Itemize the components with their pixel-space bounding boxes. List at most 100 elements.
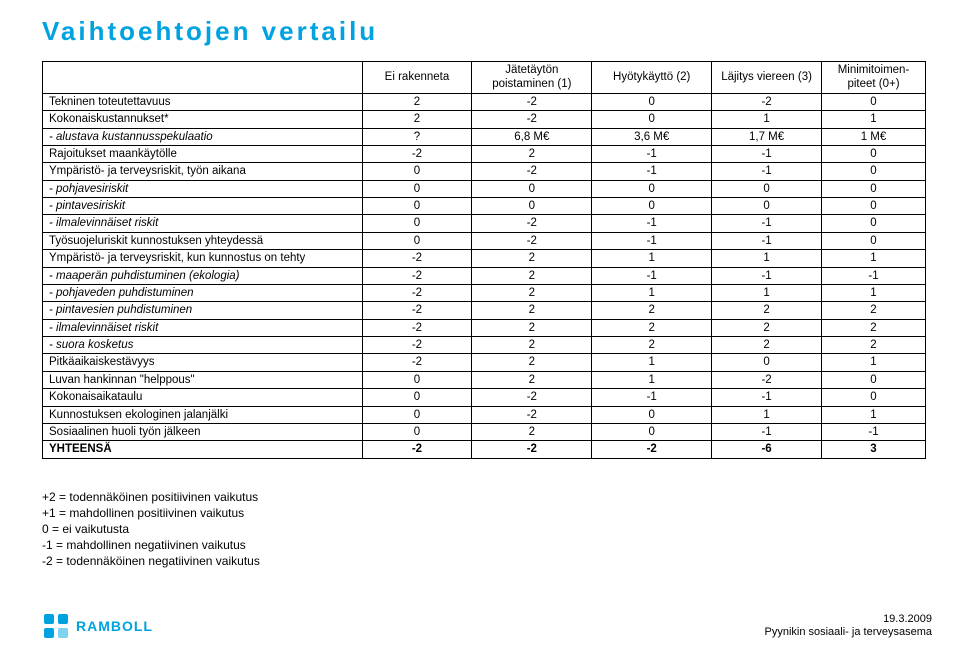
- cell: 1: [592, 371, 712, 388]
- row-label: Pitkäaikaiskestävyys: [43, 354, 363, 371]
- cell: 1: [592, 250, 712, 267]
- col-1: Ei rakenneta: [362, 62, 472, 94]
- cell: 0: [822, 145, 926, 162]
- page-title: Vaihtoehtojen vertailu: [42, 16, 932, 47]
- cell: 2: [592, 319, 712, 336]
- legend-line: 0 = ei vaikutusta: [42, 521, 932, 537]
- cell: -2: [712, 371, 822, 388]
- row-label: - pintavesiriskit: [43, 198, 363, 215]
- table-row: Työsuojeluriskit kunnostuksen yhteydessä…: [43, 232, 926, 249]
- cell: 1: [592, 284, 712, 301]
- row-label: Kunnostuksen ekologinen jalanjälki: [43, 406, 363, 423]
- logo-text: RAMBOLL: [76, 618, 153, 634]
- cell: -2: [362, 145, 472, 162]
- col-5: Minimitoimen- piteet (0+): [822, 62, 926, 94]
- table-row: - maaperän puhdistuminen (ekologia)-22-1…: [43, 267, 926, 284]
- cell: 0: [472, 198, 592, 215]
- footer-project: Pyynikin sosiaali- ja terveysasema: [764, 626, 932, 640]
- cell: -1: [712, 215, 822, 232]
- cell: 0: [822, 180, 926, 197]
- cell: 1: [712, 111, 822, 128]
- row-label: Työsuojeluriskit kunnostuksen yhteydessä: [43, 232, 363, 249]
- cell: 2: [362, 111, 472, 128]
- cell: 2: [472, 371, 592, 388]
- cell: 0: [822, 232, 926, 249]
- row-label: Kokonaiskustannukset*: [43, 111, 363, 128]
- cell: 0: [712, 198, 822, 215]
- table-row: - pohjaveden puhdistuminen-22111: [43, 284, 926, 301]
- row-label: - pintavesien puhdistuminen: [43, 302, 363, 319]
- table-row: Pitkäaikaiskestävyys-22101: [43, 354, 926, 371]
- row-label: Sosiaalinen huoli työn jälkeen: [43, 423, 363, 440]
- cell: 0: [362, 163, 472, 180]
- table-row: Kokonaisaikataulu0-2-1-10: [43, 389, 926, 406]
- cell: 2: [362, 93, 472, 110]
- cell: 1: [712, 284, 822, 301]
- cell: -1: [592, 163, 712, 180]
- cell: -2: [362, 302, 472, 319]
- cell: 0: [822, 389, 926, 406]
- cell: 0: [362, 232, 472, 249]
- cell: 0: [822, 215, 926, 232]
- cell: -1: [592, 215, 712, 232]
- legend: +2 = todennäköinen positiivinen vaikutus…: [42, 489, 932, 570]
- cell: -2: [472, 111, 592, 128]
- table-row: Tekninen toteutettavuus2-20-20: [43, 93, 926, 110]
- footer-right: 19.3.2009 Pyynikin sosiaali- ja terveysa…: [764, 613, 932, 641]
- cell: 1: [712, 250, 822, 267]
- table-row: Luvan hankinnan "helppous"021-20: [43, 371, 926, 388]
- cell: 2: [712, 337, 822, 354]
- cell: -1: [712, 145, 822, 162]
- legend-line: -2 = todennäköinen negatiivinen vaikutus: [42, 553, 932, 569]
- cell: -2: [472, 406, 592, 423]
- legend-line: +2 = todennäköinen positiivinen vaikutus: [42, 489, 932, 505]
- cell: 0: [822, 198, 926, 215]
- cell: 0: [592, 423, 712, 440]
- cell: 1: [822, 284, 926, 301]
- table-row: - alustava kustannusspekulaatio?6,8 M€3,…: [43, 128, 926, 145]
- col-3: Hyötykäyttö (2): [592, 62, 712, 94]
- cell: 2: [472, 354, 592, 371]
- cell: -2: [362, 284, 472, 301]
- cell: 2: [822, 302, 926, 319]
- table-row: Sosiaalinen huoli työn jälkeen020-1-1: [43, 423, 926, 440]
- row-label: YHTEENSÄ: [43, 441, 363, 458]
- cell: -2: [362, 267, 472, 284]
- legend-line: +1 = mahdollinen positiivinen vaikutus: [42, 505, 932, 521]
- row-label: - pohjavesiriskit: [43, 180, 363, 197]
- cell: 2: [472, 284, 592, 301]
- cell: 2: [472, 302, 592, 319]
- cell: 0: [592, 111, 712, 128]
- cell: ?: [362, 128, 472, 145]
- cell: 2: [822, 337, 926, 354]
- cell: -1: [712, 423, 822, 440]
- logo-icon: [42, 612, 70, 640]
- cell: 2: [472, 423, 592, 440]
- cell: 0: [822, 93, 926, 110]
- cell: -2: [712, 93, 822, 110]
- cell: -2: [472, 215, 592, 232]
- cell: 2: [472, 250, 592, 267]
- cell: -1: [592, 145, 712, 162]
- cell: -2: [362, 354, 472, 371]
- cell: 0: [712, 180, 822, 197]
- cell: -6: [712, 441, 822, 458]
- table-row: YHTEENSÄ-2-2-2-63: [43, 441, 926, 458]
- row-label: - alustava kustannusspekulaatio: [43, 128, 363, 145]
- row-label: - pohjaveden puhdistuminen: [43, 284, 363, 301]
- footer: RAMBOLL 19.3.2009 Pyynikin sosiaali- ja …: [42, 612, 932, 640]
- cell: 1: [592, 354, 712, 371]
- col-4: Läjitys viereen (3): [712, 62, 822, 94]
- table-row: Kunnostuksen ekologinen jalanjälki0-2011: [43, 406, 926, 423]
- row-label: Ympäristö- ja terveysriskit, kun kunnost…: [43, 250, 363, 267]
- row-label: Tekninen toteutettavuus: [43, 93, 363, 110]
- cell: 0: [592, 93, 712, 110]
- cell: 0: [822, 163, 926, 180]
- cell: 0: [592, 180, 712, 197]
- cell: 1: [822, 354, 926, 371]
- cell: 1,7 M€: [712, 128, 822, 145]
- cell: 6,8 M€: [472, 128, 592, 145]
- row-label: - ilmalevinnäiset riskit: [43, 319, 363, 336]
- table-row: Ympäristö- ja terveysriskit, kun kunnost…: [43, 250, 926, 267]
- cell: 0: [592, 198, 712, 215]
